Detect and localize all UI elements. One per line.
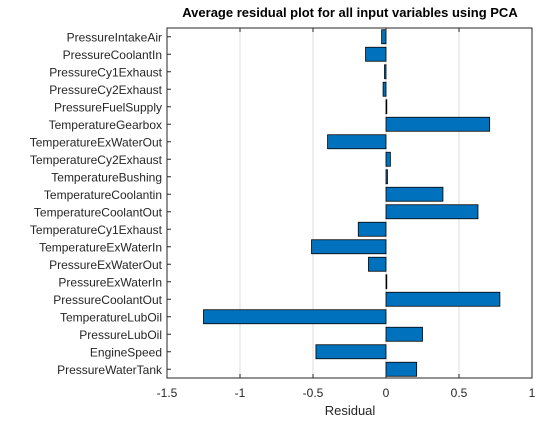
- bar-15: [385, 291, 501, 307]
- x-tick-label-4: 0.5: [451, 386, 468, 400]
- y-category-label-1: PressureCoolantIn: [63, 48, 162, 62]
- plot-area: -1.5 -1 -0.5 0 0.5 1 PressureIntakeAir Pressure…: [30, 27, 536, 400]
- y-category-label-10: TemperatureCoolantOut: [34, 205, 163, 219]
- bar-19: [385, 361, 418, 377]
- bar-14: [385, 274, 388, 290]
- plot-frame: [166, 27, 533, 379]
- y-category-label-0: PressureIntakeAir: [67, 30, 162, 44]
- x-tick-label-2: -0.5: [303, 386, 324, 400]
- y-category-label-5: TemperatureGearbox: [49, 118, 162, 132]
- bar-13: [368, 256, 387, 272]
- bar-5: [385, 116, 491, 132]
- bar-6: [327, 134, 387, 150]
- bar-12: [311, 239, 387, 255]
- bar-10: [385, 204, 479, 220]
- x-axis-label: Residual: [325, 403, 376, 418]
- y-category-label-17: PressureLubOil: [79, 328, 162, 342]
- x-tick-label-3: 0: [383, 386, 390, 400]
- y-category-label-11: TemperatureCy1Exhaust: [30, 223, 163, 237]
- y-category-label-19: PressureWaterTank: [57, 363, 163, 377]
- chart-title: Average residual plot for all input vari…: [182, 5, 518, 20]
- y-category-label-14: PressureExWaterIn: [58, 275, 162, 289]
- y-category-label-6: TemperatureExWaterOut: [30, 135, 163, 149]
- bar-8: [385, 169, 388, 185]
- y-category-label-7: TemperatureCy2Exhaust: [30, 153, 163, 167]
- y-category-label-15: PressureCoolantOut: [53, 293, 162, 307]
- bar-18: [315, 344, 387, 360]
- y-category-label-4: PressureFuelSupply: [54, 100, 162, 114]
- y-category-label-13: PressureExWaterOut: [49, 258, 163, 272]
- bar-3: [382, 81, 387, 97]
- y-category-label-9: TemperatureCoolantin: [44, 188, 162, 202]
- bar-0: [381, 29, 387, 45]
- bar-17: [385, 326, 423, 342]
- bar-16: [203, 309, 387, 325]
- bar-7: [385, 151, 391, 167]
- y-category-label-8: TemperatureBushing: [51, 170, 162, 184]
- x-tick-label-5: 1: [529, 386, 536, 400]
- y-category-label-18: EngineSpeed: [90, 345, 162, 359]
- x-tick-label-1: -1: [235, 386, 246, 400]
- bar-4: [385, 99, 388, 115]
- x-tick-label-0: -1.5: [157, 386, 178, 400]
- y-category-label-3: PressureCy2Exhaust: [49, 83, 162, 97]
- y-category-label-16: TemperatureLubOil: [60, 310, 162, 324]
- bar-1: [365, 46, 387, 62]
- bar-11: [357, 221, 387, 237]
- y-category-label-12: TemperatureExWaterIn: [39, 240, 162, 254]
- bar-9: [385, 186, 444, 202]
- y-category-label-2: PressureCy1Exhaust: [49, 65, 162, 79]
- bar-2: [384, 64, 387, 80]
